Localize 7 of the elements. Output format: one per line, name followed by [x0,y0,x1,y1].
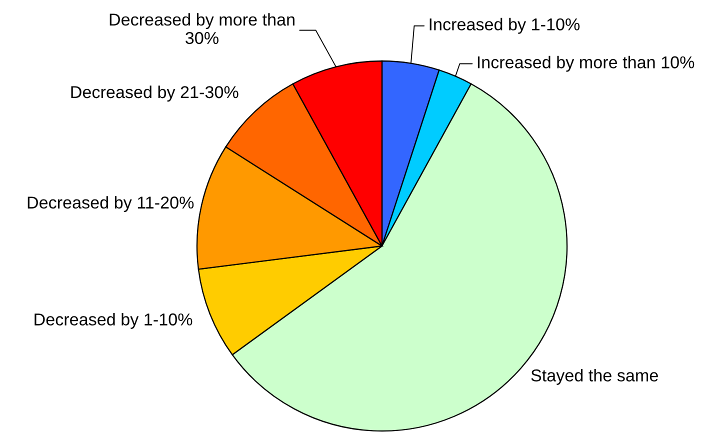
slice-label: Stayed the same [531,368,658,385]
slice-label: Increased by more than 10% [478,56,694,72]
slice-label: Increased by 1-10% [430,18,580,34]
slice-label: Decreased by 11-20% [28,196,194,212]
slice-label: Decreased by 1-10% [34,312,192,329]
slice-label: Decreased by 21-30% [71,86,238,102]
slice-label: Decreased by more than 30% [110,13,294,44]
